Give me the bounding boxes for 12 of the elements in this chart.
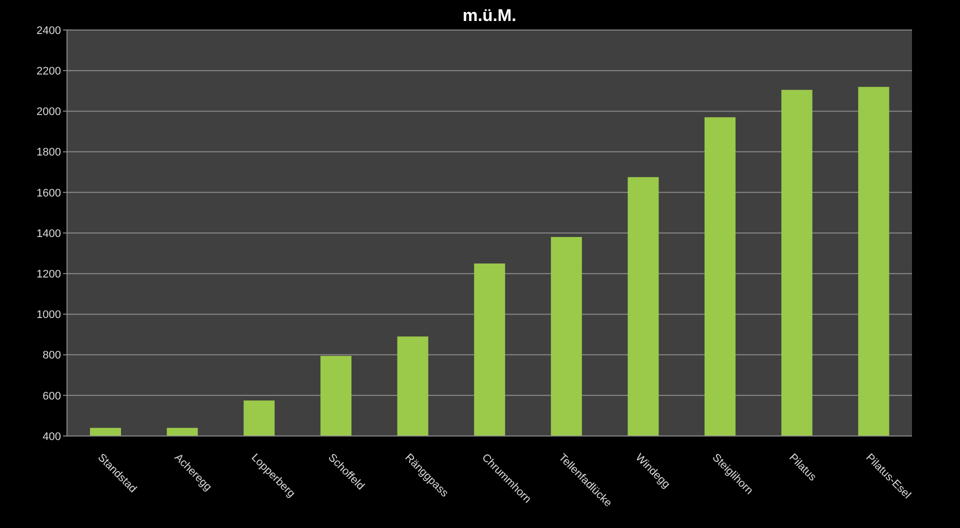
y-tick-label: 2200 [36,66,61,78]
y-tick-label: 1000 [36,309,61,322]
y-tick-label: 2000 [36,106,61,118]
y-tick-label: 1400 [36,228,61,240]
y-tick-label: 600 [42,390,61,402]
y-tick-label: 400 [42,430,61,443]
chart-title: m.ü.M. [462,6,518,26]
y-tick-label: 800 [42,350,61,362]
y-tick-label: 1800 [36,146,61,159]
y-tick-label: 1200 [36,268,61,281]
y-tick-label: 1600 [36,187,61,200]
y-tick-label: 2400 [36,24,61,37]
